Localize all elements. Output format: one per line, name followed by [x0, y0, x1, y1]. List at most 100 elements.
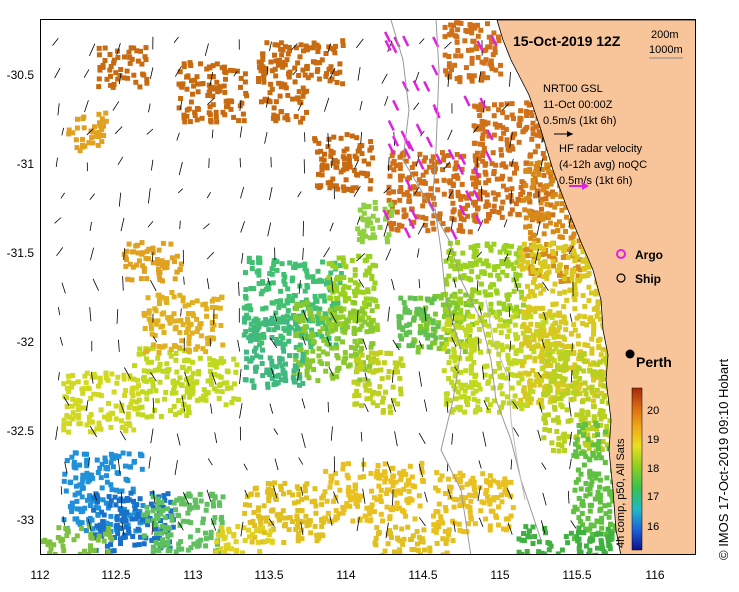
- sst-pixel: [515, 373, 520, 379]
- current-arrow: [207, 458, 213, 466]
- sst-pixel: [368, 320, 374, 326]
- sst-pixel: [296, 373, 302, 379]
- sst-pixel: [335, 315, 341, 321]
- sst-pixel: [361, 300, 367, 306]
- sst-pixel: [578, 471, 584, 477]
- sst-pixel: [465, 384, 471, 390]
- sst-pixel: [527, 384, 533, 390]
- sst-pixel: [580, 293, 586, 298]
- sst-pixel: [81, 125, 87, 131]
- sst-pixel: [228, 106, 234, 112]
- sst-pixel: [106, 400, 111, 406]
- sst-pixel: [110, 84, 116, 90]
- sst-pixel: [126, 530, 132, 536]
- sst-pixel: [569, 271, 575, 277]
- sst-pixel: [144, 356, 149, 362]
- sst-pixel: [527, 223, 533, 229]
- sst-pixel: [294, 263, 299, 269]
- sst-pixel: [266, 286, 272, 292]
- sst-pixel: [534, 188, 540, 194]
- sst-pixel: [244, 349, 249, 355]
- sst-pixel: [522, 335, 528, 341]
- sst-pixel: [574, 315, 580, 321]
- sst-pixel: [104, 479, 110, 485]
- sst-pixel: [505, 296, 511, 302]
- sst-pixel: [416, 177, 422, 183]
- sst-pixel: [398, 386, 403, 392]
- sst-pixel: [161, 330, 167, 335]
- sst-pixel: [584, 258, 590, 264]
- sst-pixel: [144, 396, 150, 402]
- sst-pixel: [467, 261, 473, 266]
- sst-pixel: [458, 196, 464, 202]
- sst-pixel: [536, 123, 542, 129]
- sst-pixel: [522, 207, 528, 213]
- sst-pixel: [328, 64, 334, 70]
- sst-pixel: [177, 345, 183, 351]
- sst-pixel: [539, 351, 545, 357]
- sst-pixel: [293, 321, 299, 327]
- sst-pixel: [382, 555, 387, 556]
- sst-pixel: [172, 326, 178, 332]
- sst-pixel: [368, 359, 374, 364]
- sst-pixel: [540, 151, 546, 156]
- sst-pixel: [209, 321, 215, 327]
- sst-pixel: [92, 124, 97, 130]
- sst-pixel: [111, 57, 117, 63]
- sst-pixel: [556, 419, 562, 425]
- sst-pixel: [127, 54, 133, 60]
- sst-pixel: [218, 546, 224, 552]
- sst-pixel: [527, 354, 533, 360]
- sst-pixel: [300, 85, 306, 91]
- current-arrow: [323, 247, 331, 258]
- sst-pixel: [435, 488, 441, 494]
- sst-pixel: [352, 293, 358, 298]
- sst-pixel: [198, 537, 204, 543]
- sst-pixel: [74, 533, 80, 539]
- sst-pixel: [400, 325, 406, 331]
- sst-pixel: [562, 367, 568, 372]
- sst-pixel: [117, 73, 123, 78]
- sst-pixel: [177, 496, 183, 502]
- sst-pixel: [362, 217, 368, 223]
- sst-pixel: [568, 235, 574, 241]
- current-arrow: [537, 371, 542, 378]
- sst-pixel: [583, 481, 589, 486]
- sst-pixel: [574, 389, 580, 395]
- sst-pixel: [398, 356, 404, 362]
- sst-pixel: [476, 326, 482, 332]
- sst-pixel: [109, 371, 115, 377]
- sst-pixel: [384, 491, 390, 496]
- sst-pixel: [192, 109, 198, 115]
- sst-pixel: [585, 396, 591, 402]
- sst-pixel: [546, 547, 552, 553]
- current-arrow: [356, 517, 360, 532]
- sst-pixel: [125, 276, 131, 282]
- sst-pixel: [156, 548, 162, 554]
- sst-pixel: [213, 114, 219, 120]
- current-arrow: [180, 308, 182, 317]
- sst-pixel: [254, 528, 260, 534]
- sst-pixel: [546, 348, 552, 354]
- sst-pixel: [429, 192, 435, 198]
- current-arrow: [302, 247, 304, 260]
- sst-pixel: [529, 244, 535, 250]
- sst-pixel: [528, 152, 533, 158]
- sst-pixel: [264, 515, 270, 521]
- hf-radar-arrow: [450, 228, 458, 240]
- sst-pixel: [303, 513, 309, 519]
- sst-pixel: [598, 316, 603, 322]
- sst-pixel: [472, 346, 478, 351]
- sst-pixel: [315, 49, 321, 54]
- sst-pixel: [397, 551, 403, 554]
- sst-pixel: [179, 408, 185, 414]
- sst-pixel: [319, 156, 325, 162]
- sst-pixel: [472, 374, 478, 379]
- hf-radar-arrow: [384, 39, 392, 52]
- hf-radar-arrow: [410, 208, 418, 220]
- sst-pixel: [218, 356, 224, 362]
- sst-pixel: [397, 333, 403, 339]
- sst-pixel: [362, 204, 368, 210]
- sst-pixel: [527, 265, 533, 271]
- current-arrow: [569, 458, 572, 470]
